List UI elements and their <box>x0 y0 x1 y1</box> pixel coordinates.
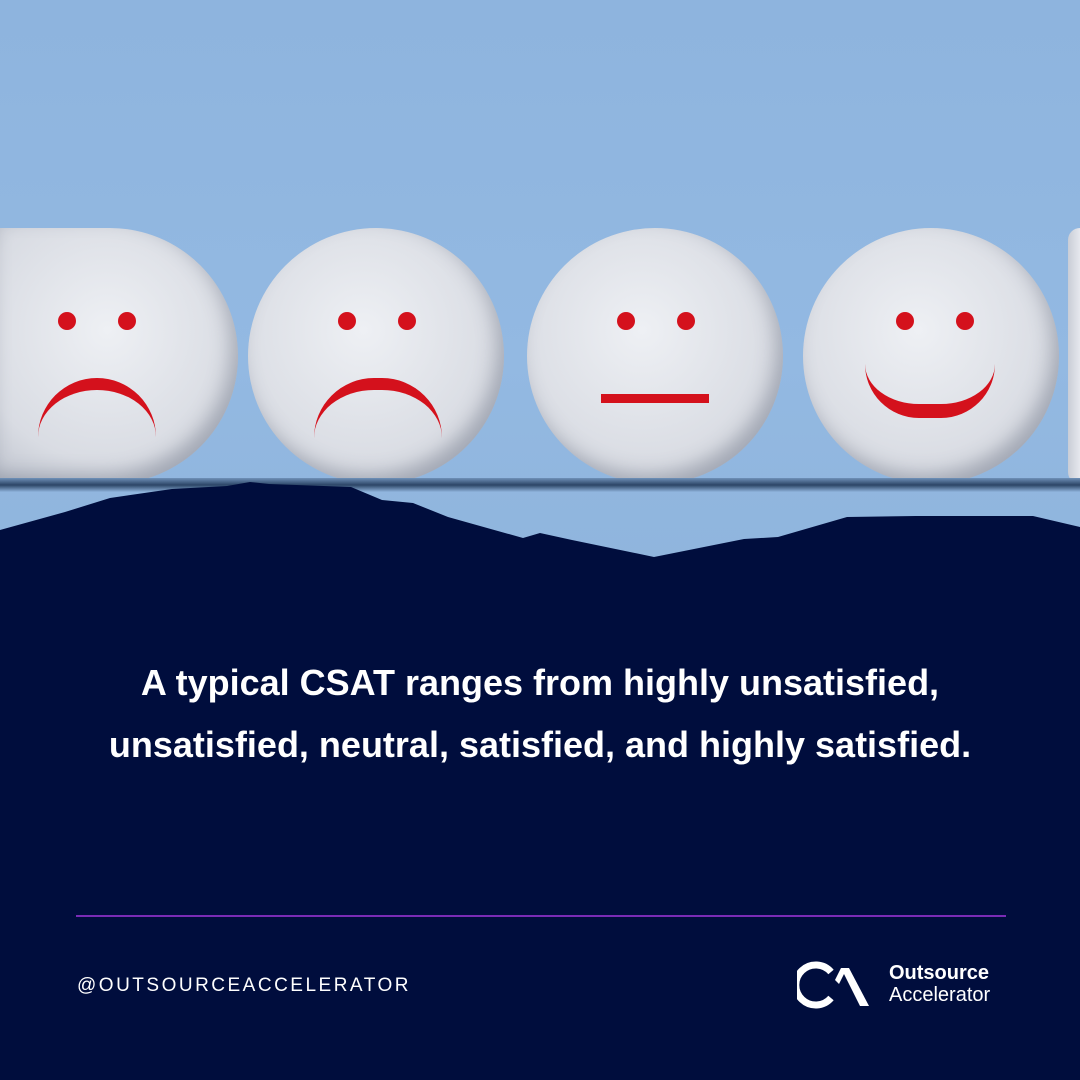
brand-line2: Accelerator <box>889 984 991 1006</box>
social-handle: @OUTSOURCEACCELERATOR <box>77 975 411 996</box>
satisfied-face <box>803 228 1059 484</box>
eye <box>896 312 914 330</box>
eye <box>956 312 974 330</box>
unsatisfied-face <box>248 228 504 484</box>
outsource-accelerator-logo-icon <box>797 961 869 1009</box>
caption-text: A typical CSAT ranges from highly unsati… <box>108 662 972 765</box>
eye <box>118 312 136 330</box>
eye <box>338 312 356 330</box>
highly-unsatisfied-face <box>0 228 238 484</box>
eye <box>617 312 635 330</box>
eye <box>58 312 76 330</box>
highly-satisfied-face <box>1068 228 1080 484</box>
brand-line1: Outsource <box>889 962 990 984</box>
eye <box>398 312 416 330</box>
photo-background <box>0 0 1080 600</box>
divider <box>76 915 1006 917</box>
neutral-face <box>527 228 783 484</box>
neutral-mouth <box>601 394 709 403</box>
brand-name: Outsource Accelerator <box>889 962 990 1006</box>
eye <box>677 312 695 330</box>
